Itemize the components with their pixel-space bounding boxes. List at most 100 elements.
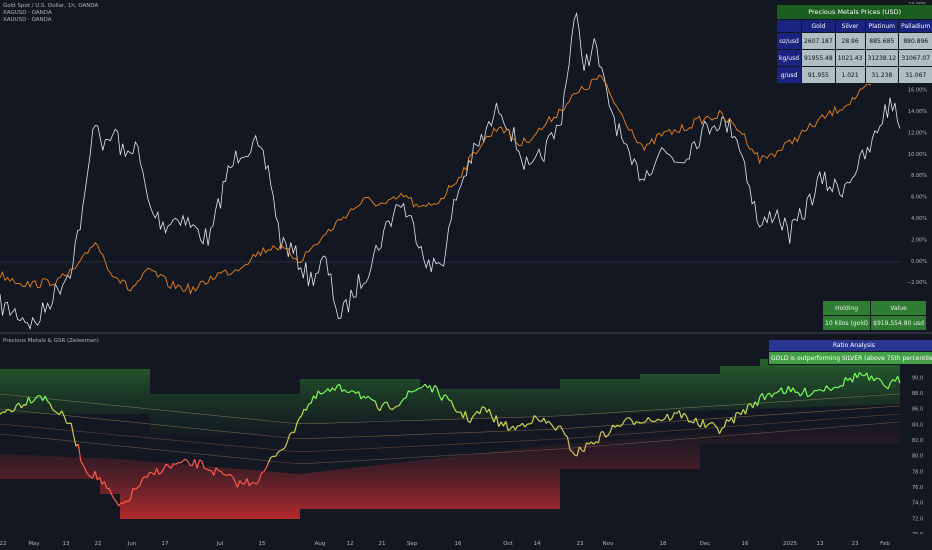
ratio-line-segment <box>63 415 68 424</box>
ratio-line-segment <box>859 371 863 376</box>
ratio-line-segment <box>761 393 766 401</box>
ratio-line-segment <box>438 394 443 401</box>
indicator-legend[interactable]: Precious Metals & GSR (Zeleeman) <box>3 338 99 344</box>
ratio-line-segment <box>455 410 459 413</box>
ratio-line-segment <box>709 421 713 424</box>
ratio-line-segment <box>424 383 428 389</box>
y-tick-label: 84.0 <box>912 422 923 428</box>
ratio-line-segment <box>381 402 386 406</box>
ratio-line-segment <box>73 435 77 447</box>
ratio-line-segment <box>298 415 303 419</box>
ratio-line-segment <box>386 401 390 409</box>
ratio-line-segment <box>206 468 210 471</box>
ratio-title: Ratio Analysis <box>768 339 932 352</box>
ratio-line-segment <box>733 412 737 424</box>
ratio-line-segment <box>507 428 511 432</box>
ratio-line-segment <box>780 387 785 395</box>
ratio-line-segment <box>856 372 861 379</box>
ratio-line-segment <box>372 399 376 402</box>
legend-silver[interactable]: XAGUSD · OANDA <box>3 10 52 16</box>
x-tick-label: Aug <box>315 541 326 547</box>
ratio-line-segment <box>783 392 787 395</box>
ratio-line-segment <box>429 385 433 393</box>
ratio-line-segment <box>619 424 623 428</box>
ratio-line-segment <box>491 415 495 423</box>
cell-value: 1021.43 <box>834 49 866 67</box>
cell-value: 31238.12 <box>864 49 900 67</box>
ratio-line-segment <box>692 417 697 424</box>
ratio-line-segment <box>13 404 18 411</box>
ratio-line-segment <box>248 482 253 487</box>
ratio-line-segment <box>728 417 732 422</box>
ratio-line-segment <box>80 460 84 466</box>
ratio-line-segment <box>310 395 315 404</box>
price-chart-pane[interactable]: 24.00%22.00%20.00%18.00%16.00%14.00%12.0… <box>0 0 932 332</box>
ratio-chart-svg[interactable]: 94.092.090.088.086.084.082.080.078.076.0… <box>0 334 932 534</box>
ratio-line-segment <box>123 500 127 504</box>
ratio-line-segment <box>30 401 34 404</box>
ratio-line-segment <box>674 411 678 415</box>
prices-table-title: Precious Metals Prices (USD) <box>775 4 932 20</box>
ratio-line-segment <box>612 424 616 428</box>
ratio-line-segment <box>296 418 300 424</box>
ratio-line-segment <box>270 455 274 459</box>
ratio-line-segment <box>431 385 436 393</box>
ratio-line-segment <box>583 442 588 452</box>
ratio-line-segment <box>391 407 395 411</box>
ratio-line-segment <box>807 395 811 398</box>
ratio-line-segment <box>165 463 169 467</box>
ratio-line-segment <box>500 421 504 427</box>
ratio-line-segment <box>823 385 827 392</box>
symbol-title[interactable]: Gold Spot / U.S. Dollar, 1h, OANDA <box>3 3 99 9</box>
ratio-line-segment <box>370 398 374 401</box>
ratio-line-segment <box>408 390 412 393</box>
ratio-line-segment <box>664 413 668 419</box>
ratio-line-segment <box>346 391 350 394</box>
ratio-line-segment <box>398 401 402 407</box>
value-header: Value <box>870 300 927 316</box>
y-tick-label: 0.00% <box>911 259 927 265</box>
ratio-line-segment <box>113 498 117 503</box>
ratio-line-segment <box>498 421 502 428</box>
legend-gold[interactable]: XAUUSD · OANDA <box>3 17 52 23</box>
y-tick-label: 10.00% <box>908 152 927 158</box>
ratio-line-segment <box>223 473 226 476</box>
gold-series-line <box>0 52 901 295</box>
x-tick-label: Nov <box>603 541 614 547</box>
x-tick-label: 14 <box>534 541 541 547</box>
ratio-line-segment <box>464 411 469 422</box>
ratio-line-segment <box>77 444 82 461</box>
ratio-line-segment <box>187 460 191 466</box>
x-tick-label: Dec <box>700 541 711 547</box>
ratio-line-segment <box>752 401 756 409</box>
silver-series-line <box>0 11 901 330</box>
ratio-line-segment <box>578 446 583 451</box>
ratio-line-segment <box>0 411 3 415</box>
ratio-line-segment <box>714 424 718 429</box>
ratio-line-segment <box>787 385 792 393</box>
ratio-indicator-pane[interactable]: 94.092.090.088.086.084.082.080.078.076.0… <box>0 334 932 534</box>
y-tick-label: 74.0 <box>912 501 923 507</box>
ratio-line-segment <box>18 402 22 409</box>
pane-divider[interactable] <box>0 332 932 334</box>
ratio-line-segment <box>139 478 144 486</box>
time-axis[interactable]: 22 May 13 22 Jun 17 Jul 15 Aug 12 21 Sep 16 Oct 14 23 No… <box>0 534 932 550</box>
x-tick-label: 21 <box>379 541 386 547</box>
ratio-line-segment <box>559 425 564 431</box>
holding-value: $919,554.80 usd <box>870 315 927 331</box>
ratio-line-segment <box>685 415 690 423</box>
ratio-line-segment <box>274 452 279 457</box>
ratio-line-segment <box>617 424 621 428</box>
col-silver: Silver <box>834 19 866 33</box>
ratio-line-segment <box>702 419 706 428</box>
ratio-table: Ratio Analysis GOLD is outperforming SIL… <box>768 339 932 365</box>
x-tick-label: 13 <box>817 541 824 547</box>
y-tick-label: −2.00% <box>907 280 927 286</box>
ratio-line-segment <box>142 476 146 479</box>
ratio-line-segment <box>2 411 5 414</box>
ratio-line-segment <box>232 476 236 482</box>
ratio-line-segment <box>479 406 483 415</box>
x-tick-label: 15 <box>259 541 266 547</box>
ratio-line-segment <box>87 474 91 478</box>
ratio-line-segment <box>92 471 96 479</box>
